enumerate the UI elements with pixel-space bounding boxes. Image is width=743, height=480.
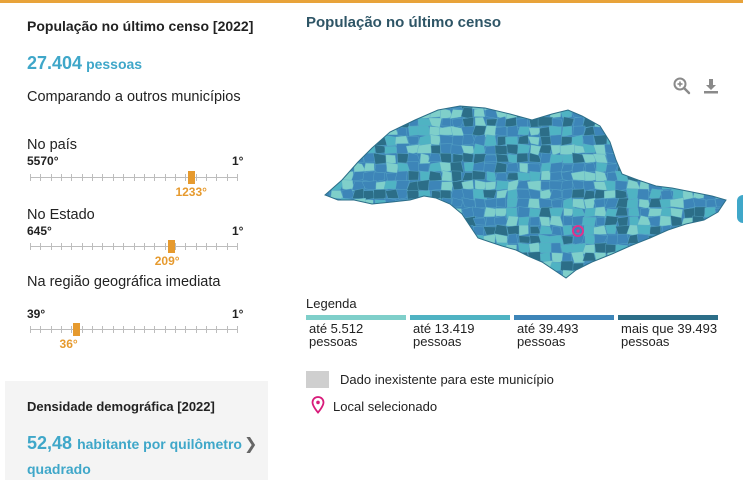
legend-label: até 39.493 pessoas (517, 321, 579, 349)
compare-heading: Comparando a outros municípios (27, 89, 241, 105)
left-panel: População no último censo [2022] 27.404 p… (0, 3, 268, 480)
rank-country-slider (30, 171, 238, 185)
density-unit: habitante por quilômetro quadrado (27, 436, 242, 477)
rank-country-marker (188, 171, 196, 184)
rank-region-slider (30, 323, 238, 337)
rank-country-label: No país (27, 137, 77, 153)
selected-location-pin (572, 225, 584, 237)
chevron-right-icon[interactable]: ❯ (244, 436, 258, 453)
density-card[interactable]: Densidade demográfica [2022] 52,48 habit… (5, 381, 268, 480)
rank-region-min: 1° (232, 307, 244, 321)
population-number: 27.404 (27, 53, 83, 73)
zoom-in-icon[interactable] (672, 76, 692, 96)
rank-region-max: 39° (27, 307, 46, 321)
location-pin-icon (311, 396, 325, 414)
legend-swatch (514, 315, 614, 320)
rank-country-current: 1233° (175, 185, 207, 199)
top-accent-line (0, 0, 743, 3)
legend-item: até 5.512 pessoas (306, 315, 406, 348)
density-title: Densidade demográfica [2022] (27, 399, 215, 414)
legend-swatch (410, 315, 510, 320)
rank-country-min: 1° (232, 154, 244, 168)
population-title: População no último censo [2022] (27, 18, 254, 34)
legend-swatch (306, 315, 406, 320)
rank-state-min: 1° (232, 224, 244, 238)
rank-region-marker (72, 323, 80, 336)
rank-state-label: No Estado (27, 207, 95, 223)
rank-state-slider (30, 240, 238, 254)
legend-title: Legenda (306, 296, 357, 311)
legend-item: até 39.493 pessoas (514, 315, 614, 348)
rank-state-current: 209° (154, 254, 180, 268)
density-value: 52,48 habitante por quilômetro quadrado (27, 431, 242, 480)
population-value: 27.404 pessoas (27, 53, 142, 74)
side-panel-tab[interactable] (737, 195, 743, 223)
no-data-label: Dado inexistente para este município (340, 372, 554, 387)
rank-country-max: 5570° (27, 154, 59, 168)
state-choropleth-map[interactable] (320, 100, 730, 280)
download-icon[interactable] (701, 76, 721, 96)
legend-label: até 5.512 pessoas (309, 321, 364, 349)
rank-region-current: 36° (59, 337, 78, 351)
legend-swatch (618, 315, 718, 320)
legend-label: até 13.419 pessoas (413, 321, 475, 349)
rank-state-marker (167, 240, 175, 253)
population-unit: pessoas (86, 56, 143, 72)
density-number: 52,48 (27, 433, 73, 453)
selected-location-label: Local selecionado (333, 399, 438, 414)
legend-label: mais que 39.493 pessoas (621, 321, 718, 349)
map-municipalities (325, 106, 726, 278)
rank-state-max: 645° (27, 224, 52, 238)
map-title: População no último censo (306, 14, 502, 31)
legend-item: até 13.419 pessoas (410, 315, 510, 348)
legend-item: mais que 39.493 pessoas (618, 315, 718, 348)
rank-region-label: Na região geográfica imediata (27, 274, 221, 290)
no-data-swatch (306, 371, 329, 388)
